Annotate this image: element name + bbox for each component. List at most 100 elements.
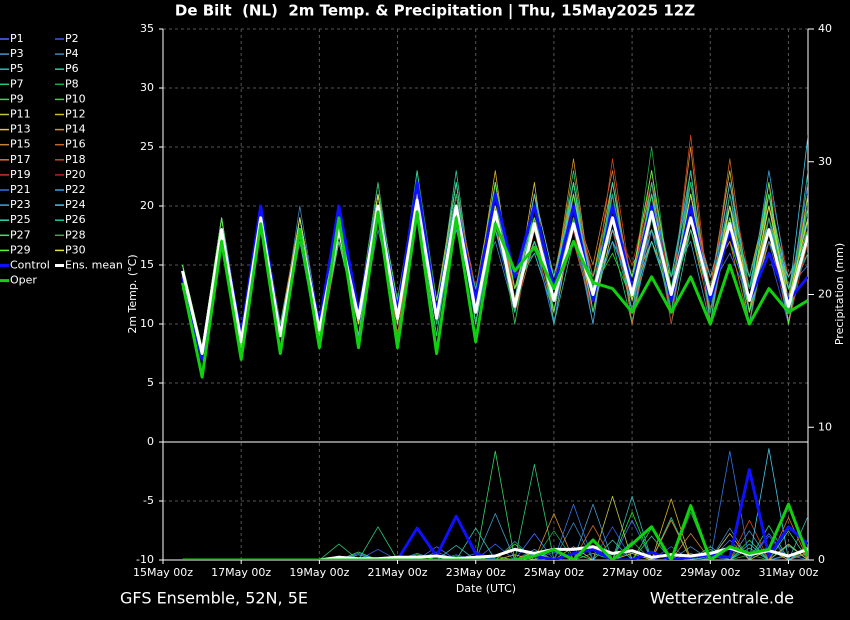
legend-label: Oper <box>10 274 37 287</box>
legend-item: P2 <box>55 32 79 45</box>
legend-item: P16 <box>55 138 86 151</box>
legend-label: P10 <box>65 92 86 105</box>
y-tick-label: 35 <box>140 22 154 35</box>
legend-label: P21 <box>10 183 31 196</box>
chart-title: De Bilt (NL) 2m Temp. & Precipitation | … <box>175 2 695 21</box>
legend-item: P6 <box>55 62 79 75</box>
plot-area <box>181 134 808 560</box>
legend-label: P3 <box>10 47 24 60</box>
y-axis-label: 2m Temp. (°C) <box>126 254 139 333</box>
x-axis-label: Date (UTC) <box>456 582 516 595</box>
footer-left: GFS Ensemble, 52N, 5E <box>120 589 308 608</box>
y2-axis-label: Precipitation (mm) <box>833 243 846 345</box>
legend-item: P11 <box>0 108 31 121</box>
legend-label: P29 <box>10 243 31 256</box>
legend-item: P4 <box>55 47 79 60</box>
legend-label: P14 <box>65 123 86 136</box>
legend-item: P14 <box>55 123 86 136</box>
precip-line <box>182 522 808 560</box>
legend-item: P25 <box>0 213 31 226</box>
legend-item: P28 <box>55 228 86 241</box>
x-tick-label: 27May 00z <box>602 566 662 579</box>
legend-label: P15 <box>10 138 31 151</box>
legend-label: P2 <box>65 32 79 45</box>
legend-label: P19 <box>10 168 31 181</box>
legend-label: P7 <box>10 77 24 90</box>
y-tick-label: 15 <box>140 258 154 271</box>
legend-label: P20 <box>65 168 86 181</box>
legend-item: P7 <box>0 77 24 90</box>
legend-item: P29 <box>0 243 31 256</box>
legend-item: P27 <box>0 228 31 241</box>
legend-label: P23 <box>10 198 31 211</box>
x-tick-label: 19May 00z <box>289 566 349 579</box>
legend-label: P18 <box>65 153 86 166</box>
y-tick-label: 0 <box>147 435 154 448</box>
legend-item: P12 <box>55 108 86 121</box>
x-tick-label: 15May 00z <box>133 566 193 579</box>
legend-item: Oper <box>0 274 37 287</box>
legend-label: P5 <box>10 62 24 75</box>
legend-item: P9 <box>0 92 24 105</box>
legend-item: P26 <box>55 213 86 226</box>
legend-item: P5 <box>0 62 24 75</box>
legend-label: P27 <box>10 228 31 241</box>
legend-label: P12 <box>65 108 86 121</box>
y-tick-label: 25 <box>140 140 154 153</box>
legend-label: P13 <box>10 123 31 136</box>
y2-tick-label: 30 <box>818 155 832 168</box>
legend-label: P22 <box>65 183 86 196</box>
legend-item: P20 <box>55 168 86 181</box>
legend-item: P13 <box>0 123 31 136</box>
y-tick-label: 20 <box>140 199 154 212</box>
legend-label: P25 <box>10 213 31 226</box>
y2-tick-label: 40 <box>818 22 832 35</box>
y-tick-label: -10 <box>136 553 154 566</box>
legend-label: P4 <box>65 47 79 60</box>
legend-label: P26 <box>65 213 86 226</box>
legend-item: Ens. mean <box>55 259 123 272</box>
legend-item: P23 <box>0 198 31 211</box>
precip-line <box>182 495 808 560</box>
precip-line <box>182 502 808 560</box>
footer-right: Wetterzentrale.de <box>650 589 794 608</box>
legend-item: P30 <box>55 243 86 256</box>
legend-item: P10 <box>55 92 86 105</box>
y2-tick-label: 0 <box>818 553 825 566</box>
x-tick-label: 17May 00z <box>211 566 271 579</box>
legend-label: Control <box>10 259 50 272</box>
legend-label: P9 <box>10 92 24 105</box>
y-tick-label: 5 <box>147 376 154 389</box>
legend-label: P8 <box>65 77 79 90</box>
y2-tick-label: 10 <box>818 420 832 433</box>
legend-item: P8 <box>55 77 79 90</box>
y-tick-label: 10 <box>140 317 154 330</box>
legend-item: P19 <box>0 168 31 181</box>
legend-item: P15 <box>0 138 31 151</box>
legend-label: P28 <box>65 228 86 241</box>
x-tick-label: 29May 00z <box>680 566 740 579</box>
legend-item: P22 <box>55 183 86 196</box>
legend-item: P1 <box>0 32 24 45</box>
x-tick-label: 23May 00z <box>446 566 506 579</box>
legend-label: P16 <box>65 138 86 151</box>
legend-item: P17 <box>0 153 31 166</box>
legend-label: P1 <box>10 32 24 45</box>
temp-line <box>181 198 808 355</box>
precip-line <box>182 526 808 560</box>
x-tick-label: 25May 00z <box>524 566 584 579</box>
legend-label: P11 <box>10 108 31 121</box>
precip-line <box>182 545 808 560</box>
temp-line <box>181 210 808 379</box>
x-tick-label: 21May 00z <box>368 566 428 579</box>
legend-label: P6 <box>65 62 79 75</box>
legend-label: P24 <box>65 198 86 211</box>
legend-item: P3 <box>0 47 24 60</box>
legend-item: Control <box>0 259 50 272</box>
legend-item: P18 <box>55 153 86 166</box>
legend-label: Ens. mean <box>65 259 123 272</box>
legend-label: P17 <box>10 153 31 166</box>
y2-tick-label: 20 <box>818 288 832 301</box>
y-tick-label: -5 <box>143 494 154 507</box>
